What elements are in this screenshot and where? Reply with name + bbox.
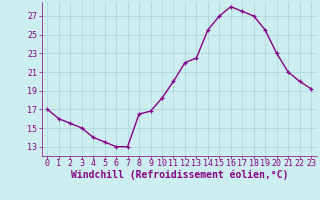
- X-axis label: Windchill (Refroidissement éolien,°C): Windchill (Refroidissement éolien,°C): [70, 169, 288, 180]
